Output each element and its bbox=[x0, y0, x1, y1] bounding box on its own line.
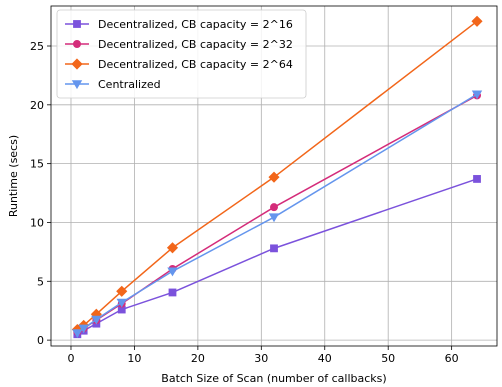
y-tick-label: 0 bbox=[37, 334, 44, 347]
legend-label: Decentralized, CB capacity = 2^16 bbox=[98, 18, 293, 31]
legend-marker bbox=[73, 40, 82, 49]
data-point bbox=[116, 285, 128, 297]
y-tick-label: 15 bbox=[30, 158, 44, 171]
data-point bbox=[91, 315, 102, 325]
data-point bbox=[167, 267, 178, 277]
data-point bbox=[72, 329, 83, 339]
x-tick-label: 20 bbox=[191, 352, 205, 365]
y-tick-label: 20 bbox=[30, 99, 44, 112]
data-series bbox=[71, 15, 483, 339]
legend-box bbox=[56, 9, 307, 99]
legend: Decentralized, CB capacity = 2^16 Decentr… bbox=[56, 9, 307, 99]
legend-marker bbox=[71, 58, 83, 70]
legend-item: Centralized bbox=[65, 78, 161, 91]
legend-marker bbox=[71, 80, 83, 90]
legend-label: Decentralized, CB capacity = 2^32 bbox=[98, 38, 293, 51]
plot-frame bbox=[50, 5, 498, 347]
y-tick-label: 25 bbox=[30, 40, 44, 53]
legend-item: Decentralized, CB capacity = 2^64 bbox=[65, 58, 293, 71]
x-axis-label: Batch Size of Scan (number of callbacks) bbox=[161, 372, 386, 385]
data-point bbox=[269, 203, 278, 212]
legend-label: Centralized bbox=[98, 78, 161, 91]
data-point bbox=[471, 15, 483, 27]
axis-ticks: 0 10 20 30 40 50 60 0 5 10 15 20 25 bbox=[30, 40, 459, 365]
series-4 bbox=[72, 90, 483, 339]
data-point bbox=[268, 171, 280, 183]
x-tick-label: 10 bbox=[127, 352, 141, 365]
data-point bbox=[166, 242, 179, 254]
data-point bbox=[473, 175, 481, 183]
data-point bbox=[270, 244, 278, 253]
legend-item: Decentralized, CB capacity = 2^16 bbox=[65, 18, 293, 31]
y-axis-label: Runtime (secs) bbox=[7, 135, 20, 217]
data-point bbox=[268, 213, 280, 223]
data-point bbox=[116, 298, 127, 308]
x-tick-label: 40 bbox=[318, 352, 332, 365]
y-tick-label: 10 bbox=[30, 216, 44, 229]
data-point bbox=[471, 90, 483, 100]
x-tick-label: 0 bbox=[67, 352, 74, 365]
data-point bbox=[168, 288, 177, 297]
legend-item: Decentralized, CB capacity = 2^32 bbox=[65, 38, 293, 51]
legend-label: Decentralized, CB capacity = 2^64 bbox=[98, 58, 293, 71]
x-tick-label: 50 bbox=[381, 352, 395, 365]
data-point bbox=[78, 324, 89, 334]
x-tick-label: 60 bbox=[445, 352, 459, 365]
x-tick-label: 30 bbox=[254, 352, 268, 365]
legend-marker bbox=[73, 20, 81, 28]
y-tick-label: 5 bbox=[37, 275, 44, 288]
